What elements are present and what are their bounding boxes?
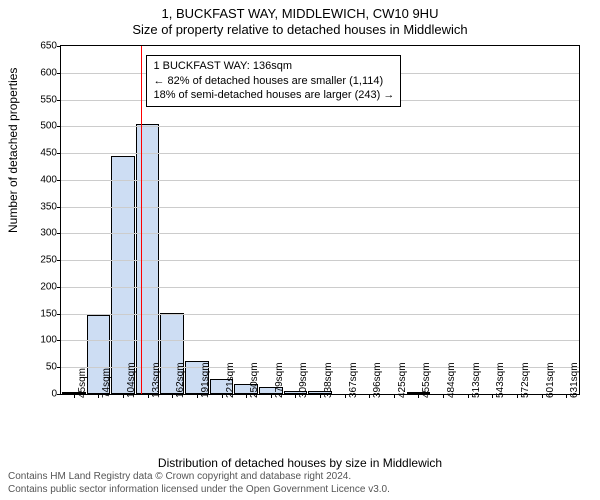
xtick-label: 279sqm	[274, 362, 285, 398]
ytick-label: 550	[40, 94, 57, 105]
xtick-mark	[320, 394, 321, 398]
x-axis-label: Distribution of detached houses by size …	[0, 456, 600, 470]
xtick-mark	[492, 394, 493, 398]
xtick-mark	[197, 394, 198, 398]
ytick-label: 300	[40, 228, 57, 239]
xtick-mark	[394, 394, 395, 398]
xtick-mark	[222, 394, 223, 398]
xtick-label: 396sqm	[372, 362, 383, 398]
histogram-bar	[136, 124, 160, 394]
xtick-mark	[74, 394, 75, 398]
annotation-line1: 1 BUCKFAST WAY: 136sqm	[153, 59, 394, 74]
ytick-mark	[57, 207, 61, 208]
gridline-h	[61, 314, 579, 315]
annotation-line3: 18% of semi-detached houses are larger (…	[153, 88, 394, 103]
xtick-label: 631sqm	[569, 362, 580, 398]
gridline-h	[61, 233, 579, 234]
xtick-label: 572sqm	[520, 362, 531, 398]
title-line1: 1, BUCKFAST WAY, MIDDLEWICH, CW10 9HU	[0, 6, 600, 21]
ytick-mark	[57, 126, 61, 127]
ytick-label: 0	[51, 389, 57, 400]
xtick-label: 513sqm	[471, 362, 482, 398]
ytick-mark	[57, 180, 61, 181]
xtick-mark	[517, 394, 518, 398]
ytick-label: 50	[46, 362, 57, 373]
xtick-label: 191sqm	[200, 362, 211, 398]
histogram-bar	[111, 156, 135, 394]
xtick-label: 74sqm	[101, 368, 112, 398]
ytick-label: 350	[40, 201, 57, 212]
gridline-h	[61, 153, 579, 154]
xtick-mark	[468, 394, 469, 398]
xtick-mark	[98, 394, 99, 398]
xtick-label: 250sqm	[249, 362, 260, 398]
gridline-h	[61, 340, 579, 341]
xtick-label: 484sqm	[446, 362, 457, 398]
ytick-label: 400	[40, 174, 57, 185]
ytick-label: 650	[40, 41, 57, 52]
xtick-mark	[172, 394, 173, 398]
xtick-label: 455sqm	[421, 362, 432, 398]
xtick-label: 338sqm	[323, 362, 334, 398]
ytick-label: 250	[40, 255, 57, 266]
ytick-mark	[57, 46, 61, 47]
y-axis-label: Number of detached properties	[6, 68, 20, 233]
xtick-mark	[148, 394, 149, 398]
ytick-label: 100	[40, 335, 57, 346]
ytick-label: 600	[40, 67, 57, 78]
property-marker-line	[141, 46, 142, 394]
xtick-label: 543sqm	[495, 362, 506, 398]
xtick-mark	[443, 394, 444, 398]
ytick-label: 150	[40, 308, 57, 319]
xtick-mark	[418, 394, 419, 398]
xtick-label: 162sqm	[175, 362, 186, 398]
xtick-mark	[369, 394, 370, 398]
xtick-mark	[345, 394, 346, 398]
ytick-mark	[57, 73, 61, 74]
ytick-mark	[57, 100, 61, 101]
chart-plot-area: 0501001502002503003504004505005506006504…	[60, 45, 580, 395]
xtick-label: 104sqm	[126, 362, 137, 398]
ytick-label: 500	[40, 121, 57, 132]
attribution-line2: Contains public sector information licen…	[8, 484, 390, 497]
xtick-mark	[295, 394, 296, 398]
ytick-label: 450	[40, 148, 57, 159]
ytick-mark	[57, 153, 61, 154]
xtick-label: 367sqm	[348, 362, 359, 398]
ytick-mark	[57, 260, 61, 261]
annotation-box: 1 BUCKFAST WAY: 136sqm← 82% of detached …	[146, 55, 401, 108]
gridline-h	[61, 207, 579, 208]
ytick-mark	[57, 287, 61, 288]
ytick-mark	[57, 367, 61, 368]
xtick-mark	[542, 394, 543, 398]
gridline-h	[61, 126, 579, 127]
gridline-h	[61, 180, 579, 181]
xtick-label: 309sqm	[298, 362, 309, 398]
gridline-h	[61, 260, 579, 261]
xtick-label: 601sqm	[545, 362, 556, 398]
xtick-mark	[271, 394, 272, 398]
ytick-mark	[57, 340, 61, 341]
xtick-mark	[246, 394, 247, 398]
xtick-label: 425sqm	[397, 362, 408, 398]
xtick-mark	[123, 394, 124, 398]
ytick-mark	[57, 394, 61, 395]
xtick-label: 133sqm	[151, 362, 162, 398]
annotation-line2: ← 82% of detached houses are smaller (1,…	[153, 74, 394, 89]
xtick-label: 221sqm	[225, 362, 236, 398]
xtick-mark	[566, 394, 567, 398]
ytick-mark	[57, 233, 61, 234]
title-line2: Size of property relative to detached ho…	[0, 22, 600, 37]
gridline-h	[61, 287, 579, 288]
attribution-line1: Contains HM Land Registry data © Crown c…	[8, 471, 390, 484]
ytick-mark	[57, 314, 61, 315]
ytick-label: 200	[40, 281, 57, 292]
attribution-text: Contains HM Land Registry data © Crown c…	[8, 471, 390, 496]
xtick-label: 45sqm	[77, 368, 88, 398]
